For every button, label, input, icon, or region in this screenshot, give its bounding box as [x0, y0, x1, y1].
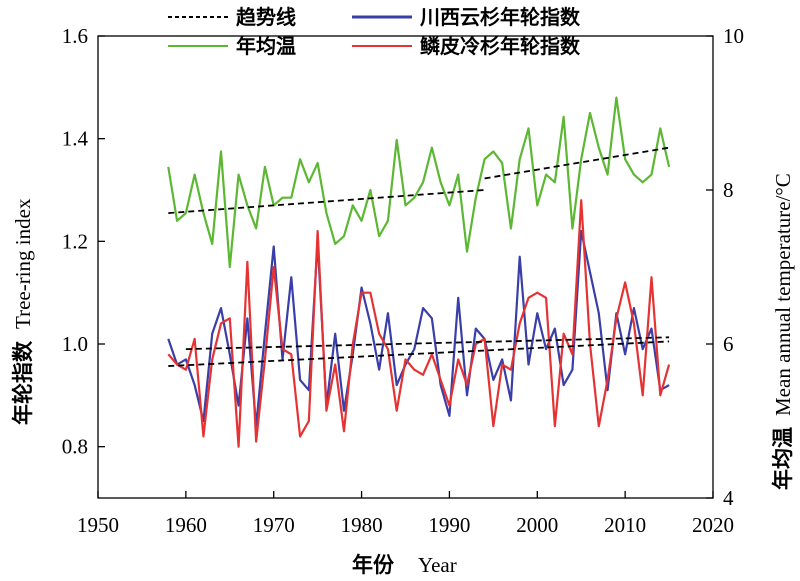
- x-tick-label-1950: 1950: [77, 513, 119, 537]
- y-axis-title-en: Tree-ring index: [11, 198, 35, 329]
- y2-tick-label-4: 4: [723, 486, 734, 510]
- y2-tick-label-10: 10: [723, 24, 744, 48]
- x-axis-title-zh: 年份: [352, 553, 395, 577]
- trend-line-2: [484, 146, 670, 180]
- x-tick-label-2010: 2010: [604, 513, 646, 537]
- legend-label-fir: 鳞皮冷杉年轮指数: [420, 34, 581, 58]
- y2-tick-label-6: 6: [723, 332, 734, 356]
- x-tick-label-2000: 2000: [516, 513, 558, 537]
- x-axis-title: 年份 Year: [352, 553, 457, 577]
- y2-axis-title: 年均温 Mean annual temperature/°C: [771, 173, 795, 490]
- trend-line-4: [185, 336, 670, 351]
- legend-label-temperature: 年均温: [236, 34, 296, 58]
- y-tick-label-1.4: 1.4: [62, 127, 89, 151]
- x-tick-label-2020: 2020: [692, 513, 734, 537]
- series-line-temperature: [167, 96, 671, 269]
- y-tick-label-1.2: 1.2: [62, 229, 88, 253]
- x-tick-label-1960: 1960: [165, 513, 207, 537]
- trend-line-1: [168, 189, 485, 214]
- y-tick-label-0.8: 0.8: [62, 435, 88, 459]
- tick-labels: 1950 1960 1970 1980 1990 2000 2010 2020 0.8 1.0 1.…: [62, 24, 744, 537]
- plot-area-border: [97, 35, 714, 499]
- axis-ticks: [97, 35, 714, 499]
- y-tick-label-1.6: 1.6: [62, 24, 88, 48]
- x-axis-title-en: Year: [418, 553, 457, 577]
- legend-label-trend: 趋势线: [236, 5, 296, 29]
- x-tick-label-1990: 1990: [428, 513, 470, 537]
- trend-line-3: [168, 340, 670, 367]
- y-tick-label-1.0: 1.0: [62, 332, 88, 356]
- y-axis-title-zh: 年轮指数: [11, 340, 35, 425]
- series-line-fir-index: [167, 199, 671, 448]
- y-axis-title: 年轮指数 Tree-ring index: [11, 198, 35, 425]
- x-tick-label-1970: 1970: [253, 513, 295, 537]
- series-layer: [167, 96, 671, 448]
- x-tick-label-1980: 1980: [341, 513, 383, 537]
- y2-axis-title-en: Mean annual temperature/°C: [771, 173, 795, 416]
- legend-label-spruce: 川西云杉年轮指数: [419, 5, 581, 29]
- legend: 趋势线 川西云杉年轮指数 年均温 鳞皮冷杉年轮指数: [168, 5, 581, 58]
- y2-axis-title-zh: 年均温: [771, 427, 795, 490]
- y2-tick-label-8: 8: [723, 178, 734, 202]
- plot-frame: [97, 35, 714, 499]
